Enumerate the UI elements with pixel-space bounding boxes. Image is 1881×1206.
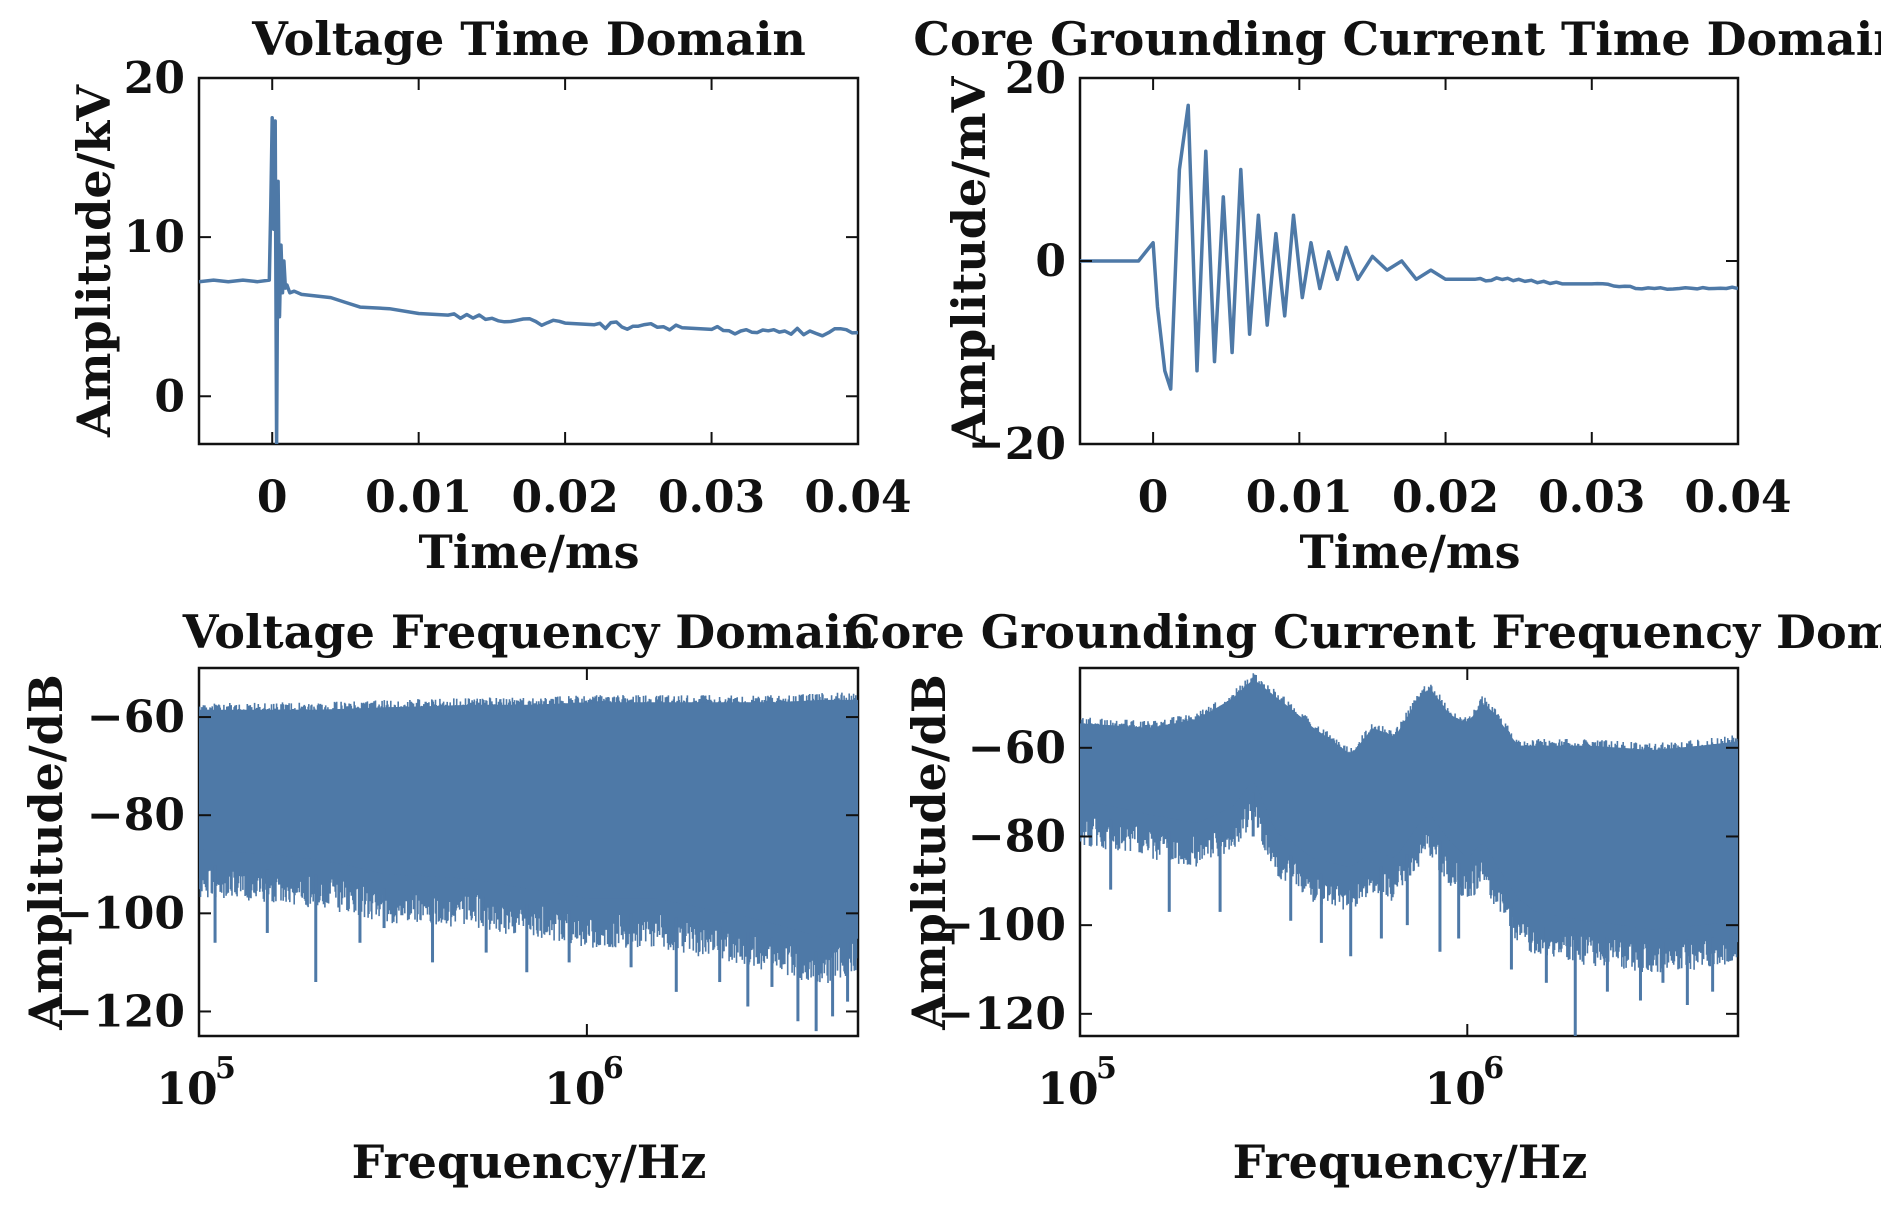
x-tick-label: 0.03 [658,472,765,523]
x-tick-label: 0.02 [1392,472,1499,523]
y-tick-label: −100 [56,888,185,939]
chart-title: Voltage Frequency Domain [182,605,876,659]
x-axis-label: Frequency/Hz [352,1135,707,1189]
y-axis-label: Amplitude/dB [902,674,956,1030]
series-line [199,116,858,444]
plot-area [199,116,858,444]
panel-voltage-freq: Voltage Frequency Domain Frequency/Hz Am… [19,605,875,1189]
plot-area [1080,673,1738,1036]
plot-frame [1078,76,1740,446]
y-tick-label: −60 [968,723,1066,774]
spectrum-fill [1080,680,1738,930]
panel-current-time: Core Grounding Current Time Domain Time/… [913,12,1881,579]
y-tick-label: 10 [124,212,185,263]
y-tick-label: −60 [87,692,185,743]
chart-title: Core Grounding Current Time Domain [913,12,1881,66]
panel-current-freq: Core Grounding Current Frequency Domain … [844,605,1881,1189]
x-tick-label: 10 [544,1064,605,1115]
y-axis-label: Amplitude/dB [19,674,73,1030]
x-axis-label: Frequency/Hz [1233,1135,1588,1189]
x-tick-exponent: 5 [1096,1051,1117,1086]
x-tick-label: 0.01 [365,472,472,523]
x-axis-label: Time/ms [1299,525,1520,579]
x-tick-label: 0.03 [1538,472,1645,523]
x-tick-label: 10 [1037,1064,1098,1115]
x-tick-label: 10 [1425,1064,1486,1115]
x-tick-exponent: 6 [1483,1051,1504,1086]
chart-title: Core Grounding Current Frequency Domain [844,605,1881,659]
x-tick-label: 0.04 [804,472,911,523]
spectrum-fill [199,699,858,938]
plot-frame [197,76,860,446]
y-axis-label: Amplitude/kV [67,84,121,438]
y-tick-label: −20 [968,419,1066,470]
chart-title: Voltage Time Domain [251,12,806,66]
series-line [1080,103,1738,391]
y-tick-label: −120 [56,986,185,1037]
x-tick-label: 10 [156,1064,217,1115]
plot-area [1080,103,1738,391]
y-tick-label: −80 [968,811,1066,862]
x-tick-label: 0 [1138,472,1169,523]
x-tick-exponent: 6 [603,1051,624,1086]
panel-voltage-time: Voltage Time Domain Time/ms Amplitude/kV… [67,12,912,579]
y-tick-label: −120 [937,989,1066,1040]
y-tick-label: 20 [124,53,185,104]
y-tick-label: −100 [937,900,1066,951]
x-tick-label: 0.04 [1684,472,1791,523]
plot-area [199,692,858,1032]
x-tick-exponent: 5 [215,1051,236,1086]
y-tick-label: −80 [87,790,185,841]
y-axis-label: Amplitude/mV [942,75,996,446]
x-tick-label: 0 [257,472,288,523]
y-tick-label: 0 [154,371,185,422]
y-tick-label: 0 [1035,236,1066,287]
x-axis-label: Time/ms [418,525,639,579]
x-tick-label: 0.02 [512,472,619,523]
x-tick-label: 0.01 [1246,472,1353,523]
y-tick-label: 20 [1005,53,1066,104]
